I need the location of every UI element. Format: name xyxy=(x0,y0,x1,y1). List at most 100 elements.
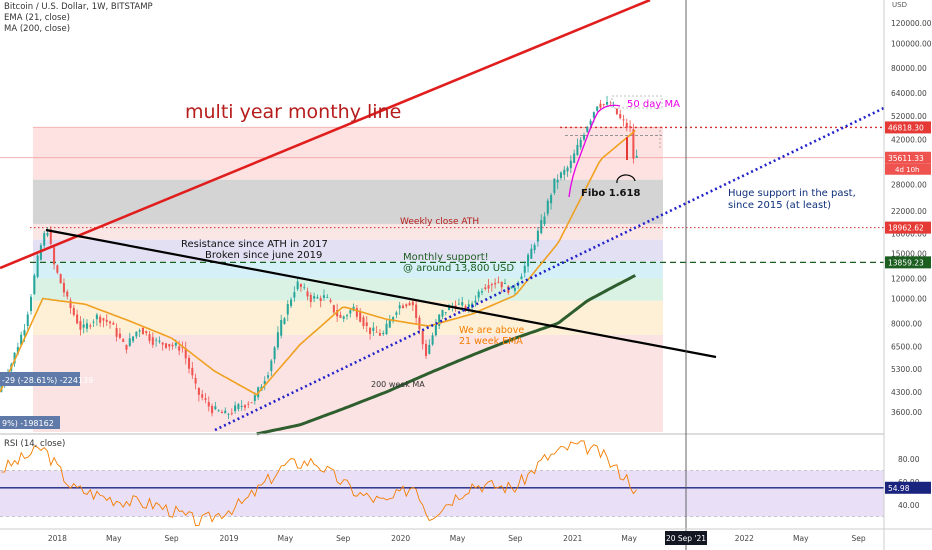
candle[interactable] xyxy=(214,406,217,410)
candle[interactable] xyxy=(582,134,586,140)
candle[interactable] xyxy=(145,331,148,334)
candle[interactable] xyxy=(33,275,36,294)
candle[interactable] xyxy=(632,129,635,159)
candle[interactable] xyxy=(332,305,335,313)
candle[interactable] xyxy=(382,332,385,335)
candle[interactable] xyxy=(122,339,125,342)
candle[interactable] xyxy=(424,343,428,357)
candle[interactable] xyxy=(523,265,526,273)
candle[interactable] xyxy=(280,320,283,336)
candle[interactable] xyxy=(530,248,533,259)
candle[interactable] xyxy=(79,321,82,330)
candle[interactable] xyxy=(411,301,414,306)
candle[interactable] xyxy=(602,104,605,105)
candle[interactable] xyxy=(49,229,52,244)
candle[interactable] xyxy=(253,395,256,401)
candle[interactable] xyxy=(494,283,497,285)
candle[interactable] xyxy=(102,318,105,321)
candle[interactable] xyxy=(313,296,316,299)
candle[interactable] xyxy=(444,312,447,313)
candle[interactable] xyxy=(82,324,85,328)
candle[interactable] xyxy=(484,287,487,289)
candle[interactable] xyxy=(342,316,345,319)
candle[interactable] xyxy=(23,330,26,336)
candle[interactable] xyxy=(527,254,530,267)
candle[interactable] xyxy=(207,402,210,407)
candle[interactable] xyxy=(299,284,302,287)
candle[interactable] xyxy=(227,414,230,415)
candle[interactable] xyxy=(339,314,342,318)
candle[interactable] xyxy=(95,314,98,320)
candle[interactable] xyxy=(599,103,602,108)
candle[interactable] xyxy=(503,283,507,285)
candle[interactable] xyxy=(520,276,523,280)
candle[interactable] xyxy=(543,216,546,225)
candle[interactable] xyxy=(171,344,174,347)
candle[interactable] xyxy=(89,325,92,327)
candle[interactable] xyxy=(267,375,270,378)
candle[interactable] xyxy=(467,304,470,307)
candle[interactable] xyxy=(622,119,625,121)
candle[interactable] xyxy=(625,122,628,128)
candle[interactable] xyxy=(204,398,207,400)
candle[interactable] xyxy=(540,220,543,234)
candle[interactable] xyxy=(349,310,352,314)
candle[interactable] xyxy=(174,342,177,346)
candle[interactable] xyxy=(592,112,595,118)
candle[interactable] xyxy=(164,343,168,348)
candle[interactable] xyxy=(273,347,276,360)
candle[interactable] xyxy=(270,360,273,372)
candle[interactable] xyxy=(497,281,500,283)
candle[interactable] xyxy=(573,153,576,163)
candle[interactable] xyxy=(490,284,493,286)
candle[interactable] xyxy=(303,287,306,289)
candle[interactable] xyxy=(352,306,355,311)
candle[interactable] xyxy=(217,410,220,412)
candle[interactable] xyxy=(428,344,431,354)
candle[interactable] xyxy=(16,347,19,355)
candle[interactable] xyxy=(369,327,372,334)
candle[interactable] xyxy=(243,405,247,408)
candle[interactable] xyxy=(112,323,115,325)
legend-ema[interactable]: EMA (21, close) xyxy=(4,13,70,23)
candle[interactable] xyxy=(355,308,358,317)
candle[interactable] xyxy=(434,323,437,336)
candle[interactable] xyxy=(178,346,181,351)
candle[interactable] xyxy=(128,338,131,346)
candle[interactable] xyxy=(59,274,62,284)
candle[interactable] xyxy=(141,327,144,335)
candle[interactable] xyxy=(345,315,349,317)
candle[interactable] xyxy=(237,404,240,410)
candle[interactable] xyxy=(72,307,75,315)
candle[interactable] xyxy=(20,334,23,345)
candle[interactable] xyxy=(62,282,65,293)
candle[interactable] xyxy=(322,295,325,298)
candle[interactable] xyxy=(155,339,158,341)
candle[interactable] xyxy=(408,303,411,306)
candle[interactable] xyxy=(230,413,233,414)
candle[interactable] xyxy=(553,178,556,193)
candle[interactable] xyxy=(211,405,214,414)
candle[interactable] xyxy=(197,387,200,395)
candle[interactable] xyxy=(326,297,329,298)
candle[interactable] xyxy=(586,127,589,132)
candle[interactable] xyxy=(359,312,362,322)
candle[interactable] xyxy=(619,114,622,119)
candle[interactable] xyxy=(76,314,79,324)
candle[interactable] xyxy=(635,155,638,158)
candle[interactable] xyxy=(109,321,112,324)
candle[interactable] xyxy=(546,200,549,214)
candle[interactable] xyxy=(43,233,46,246)
candle[interactable] xyxy=(276,332,279,348)
candle[interactable] xyxy=(487,285,490,289)
candle[interactable] xyxy=(615,108,618,115)
candle[interactable] xyxy=(194,377,197,384)
candle[interactable] xyxy=(559,172,562,179)
candle[interactable] xyxy=(596,106,599,111)
candle[interactable] xyxy=(293,292,296,298)
candle[interactable] xyxy=(365,322,368,327)
candle[interactable] xyxy=(372,327,375,331)
candle[interactable] xyxy=(168,344,171,347)
candle[interactable] xyxy=(480,291,483,293)
